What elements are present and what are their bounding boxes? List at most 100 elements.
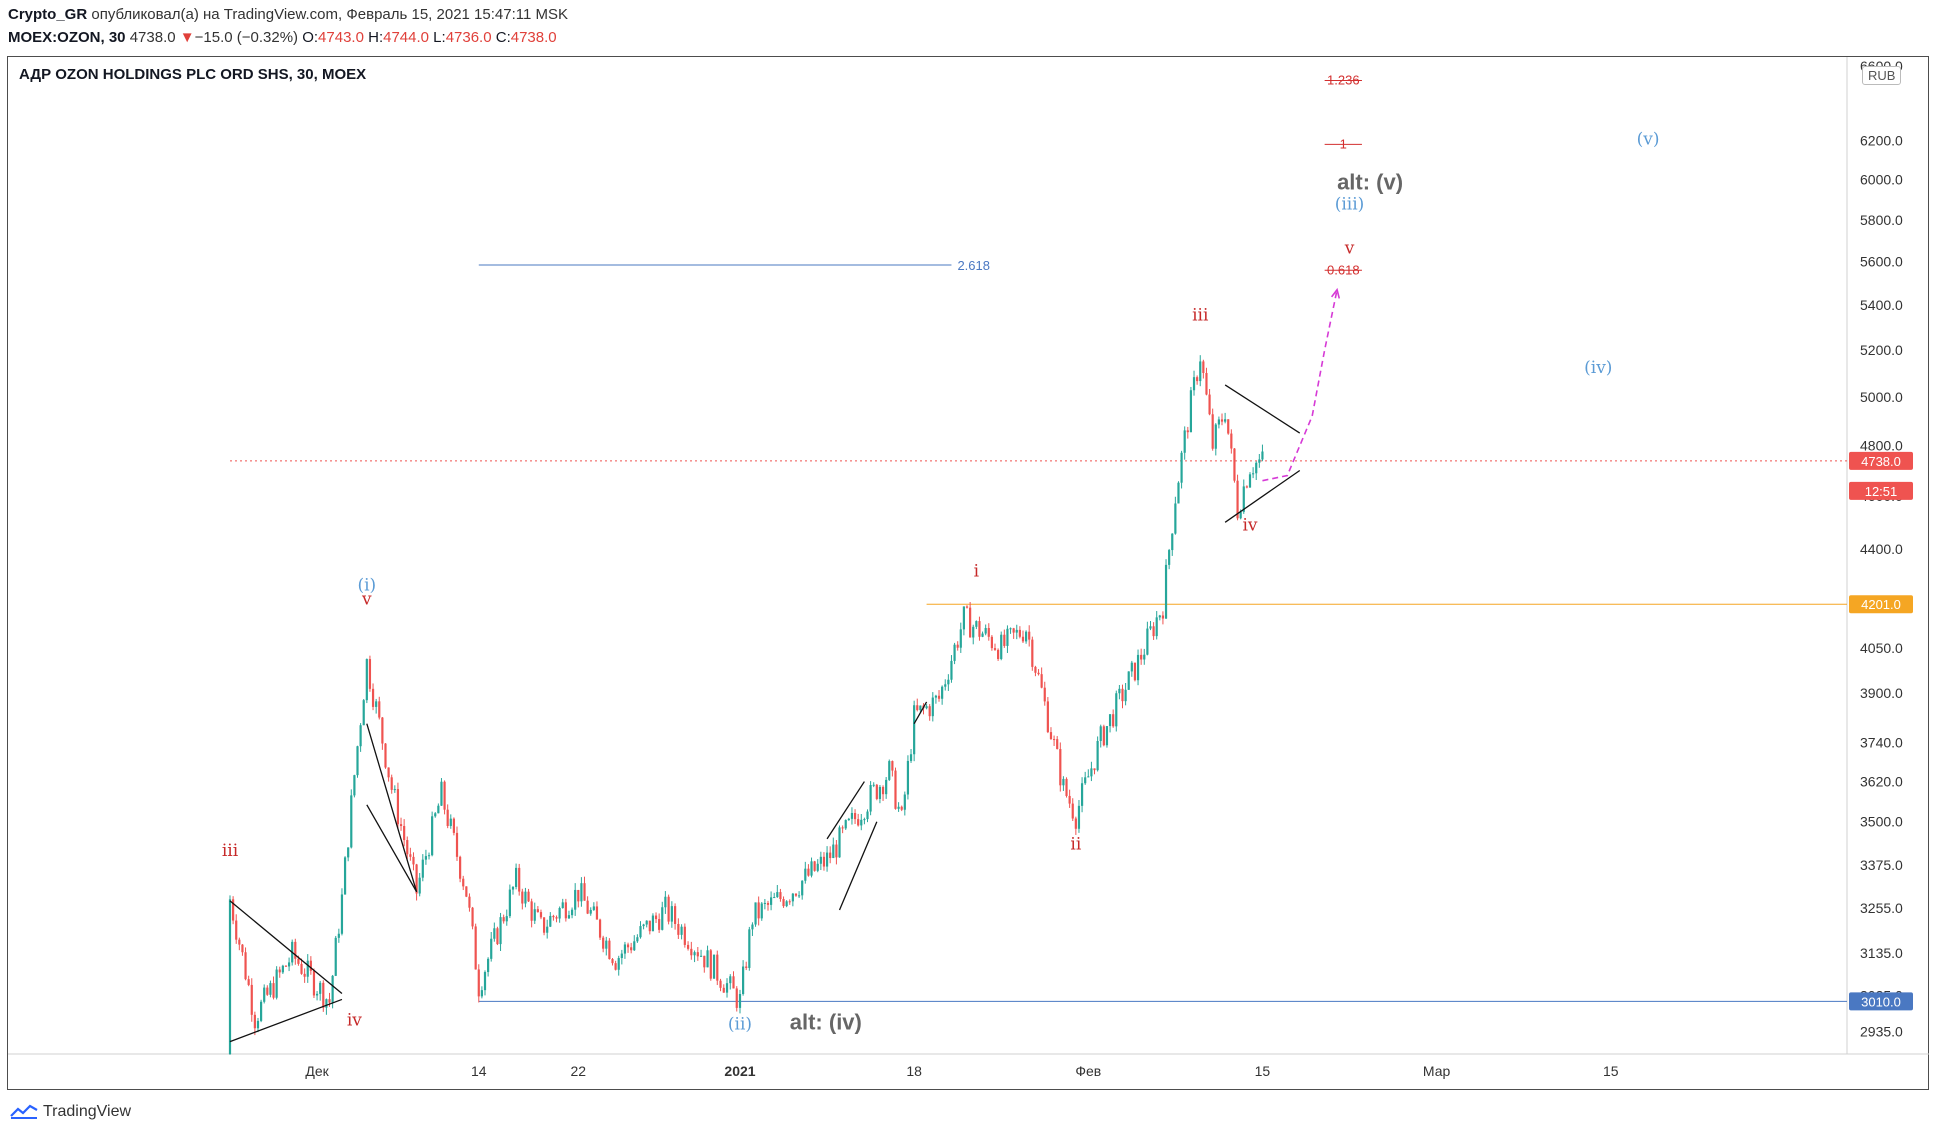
y-tick-label: 6200.0 [1860, 132, 1903, 148]
candle-body [434, 813, 437, 817]
candle-body [337, 933, 340, 938]
candle-body [1071, 803, 1074, 819]
candle-body [583, 883, 586, 901]
candle-body [956, 644, 959, 648]
y-tick-label: 3255.0 [1860, 900, 1903, 916]
candle-body [651, 915, 655, 932]
candle-body [1171, 533, 1174, 551]
wave-label: iv [1242, 515, 1257, 535]
candle-body [284, 965, 288, 967]
candle-body [539, 912, 543, 918]
trend-line [838, 821, 878, 911]
candle-body [636, 937, 639, 942]
candle-body [791, 893, 794, 902]
y-tick-label: 3900.0 [1860, 685, 1903, 701]
candle-body [760, 903, 763, 919]
candle-body [412, 856, 415, 865]
candle-body [1143, 654, 1146, 660]
candle-body [340, 894, 344, 934]
candle-body [378, 701, 381, 718]
candle-body [1252, 473, 1255, 475]
candle-body [1009, 628, 1012, 630]
candle-body [888, 761, 891, 780]
candle-body [1146, 628, 1149, 655]
candle-body [508, 889, 511, 917]
candle-body [1059, 749, 1062, 786]
candle-body [406, 840, 409, 855]
chart-frame[interactable] [7, 56, 1929, 1090]
candle-body [499, 917, 502, 945]
candle-body [480, 990, 483, 997]
candle-body [1227, 419, 1230, 434]
candle-body [931, 697, 934, 717]
x-tick-label: Дек [305, 1063, 329, 1079]
candle-body [393, 789, 396, 791]
candle-body [872, 784, 875, 786]
candle-body [381, 717, 384, 744]
x-tick-label: 15 [1255, 1063, 1271, 1079]
candle-body [409, 854, 412, 857]
candle-body [690, 948, 693, 956]
candle-body [1245, 486, 1248, 488]
candle-body [1102, 726, 1105, 746]
candle-body [1208, 394, 1211, 415]
candle-body [269, 983, 272, 995]
candles-group [228, 355, 1264, 1055]
candle-body [1168, 550, 1171, 565]
candle-body [807, 868, 810, 876]
y-tick-label: 3135.0 [1860, 945, 1903, 961]
candle-body [1261, 451, 1264, 460]
candle-body [748, 929, 751, 968]
high-value: 4744.0 [383, 29, 429, 46]
candle-body [266, 987, 269, 995]
candle-body [664, 896, 667, 908]
x-tick-label: 18 [906, 1063, 922, 1079]
candle-body [863, 819, 866, 821]
candle-body [1068, 795, 1071, 804]
candle-body [586, 900, 589, 914]
low-value: 4736.0 [445, 29, 492, 46]
candle-body [686, 944, 690, 949]
candle-body [633, 941, 636, 951]
fib-level-label: 2.618 [957, 258, 990, 273]
candle-body [630, 947, 633, 951]
y-tick-label: 5200.0 [1860, 342, 1903, 358]
candle-body [421, 859, 424, 878]
candle-body [552, 915, 555, 918]
y-tick-label: 5600.0 [1860, 254, 1903, 270]
candle-body [754, 902, 757, 925]
candle-body [287, 962, 291, 967]
candle-body [816, 863, 819, 871]
candle-body [825, 852, 829, 867]
candle-body [1062, 778, 1065, 786]
currency-button[interactable]: RUB [1862, 66, 1902, 85]
candle-body [521, 891, 524, 904]
candle-body [670, 906, 673, 922]
candle-body [440, 781, 443, 806]
candle-body [937, 695, 941, 699]
candle-body [228, 899, 232, 1054]
author-name[interactable]: Crypto_GR [8, 6, 88, 23]
candle-body [371, 688, 375, 707]
wave-label: iii [222, 841, 239, 861]
candle-body [639, 926, 642, 938]
candle-body [297, 958, 300, 964]
wave-label: alt: (v) [1337, 170, 1403, 195]
candle-body [835, 844, 838, 858]
candle-body [853, 813, 857, 820]
footer-brand[interactable]: TradingView [10, 1103, 131, 1121]
candle-body [1180, 452, 1183, 483]
instrument-title: АДР OZON HOLDINGS PLC ORD SHS, 30, MOEX [19, 66, 367, 83]
candle-body [813, 861, 816, 871]
candle-body [1043, 687, 1046, 702]
candle-body [1087, 776, 1090, 778]
candle-body [1105, 726, 1109, 746]
candle-body [424, 856, 428, 860]
projection-path [1262, 289, 1338, 482]
candle-body [1183, 430, 1186, 453]
trend-line [229, 998, 343, 1043]
candle-body [722, 987, 725, 993]
candle-body [906, 760, 910, 795]
candle-body [782, 899, 785, 907]
